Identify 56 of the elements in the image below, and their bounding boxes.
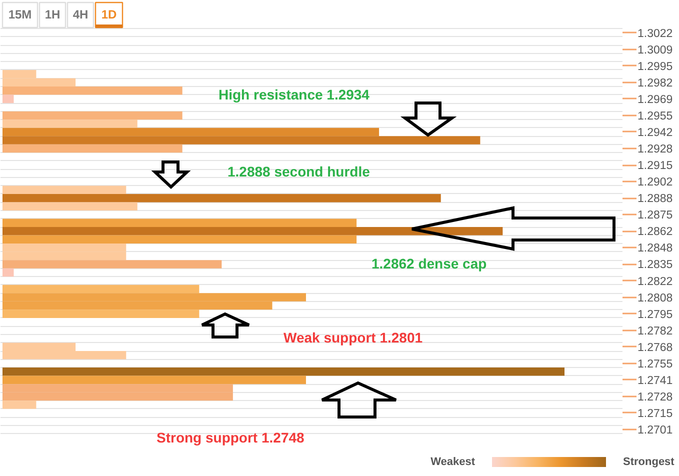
text: 15M xyxy=(8,8,32,22)
text: Strongest xyxy=(623,456,674,469)
bar xyxy=(2,310,200,318)
bar xyxy=(2,218,357,228)
annotation: Weak support 1.2801 xyxy=(284,330,423,346)
text: Weakest xyxy=(430,456,475,469)
bar xyxy=(2,128,380,136)
y-tick-label: 1.2782 xyxy=(638,325,673,338)
bar xyxy=(2,194,441,202)
y-tick-label: 1.2741 xyxy=(638,374,673,387)
annotation: Strong support 1.2748 xyxy=(156,430,305,446)
y-tick-label: 1.2728 xyxy=(638,391,673,404)
y-tick-label: 1.2755 xyxy=(638,358,673,370)
y-tick-label: 1.2701 xyxy=(638,424,673,437)
y-tick-label: 1.3009 xyxy=(638,44,673,56)
bar xyxy=(2,136,480,144)
bar xyxy=(2,86,182,95)
y-tick-label: 1.2915 xyxy=(638,160,673,172)
bar xyxy=(2,202,138,210)
y-tick-label: 1.2715 xyxy=(638,408,673,420)
bar xyxy=(2,400,36,409)
y-tick-label: 1.2862 xyxy=(638,226,673,238)
text: 4H xyxy=(72,8,88,22)
bar xyxy=(2,94,14,104)
bar xyxy=(2,227,503,236)
y-tick-label: 1.2942 xyxy=(638,126,673,139)
y-tick-label: 1.2969 xyxy=(638,94,673,106)
bar xyxy=(2,260,222,268)
y-tick-label: 1.2835 xyxy=(638,259,673,272)
annotation: 1.2888 second hurdle xyxy=(228,164,370,180)
bar xyxy=(2,235,357,244)
y-tick-label: 1.2902 xyxy=(638,176,673,189)
annotation: 1.2862 dense cap xyxy=(372,256,487,272)
y-tick-label: 1.2928 xyxy=(638,144,673,156)
bar xyxy=(2,284,200,294)
y-tick-label: 1.3022 xyxy=(638,28,673,40)
y-tick-label: 1.2768 xyxy=(638,342,673,354)
y-tick-label: 1.2822 xyxy=(638,276,673,288)
y-tick-label: 1.2795 xyxy=(638,308,673,321)
bar xyxy=(2,120,138,128)
bar xyxy=(2,186,126,194)
y-tick-label: 1.2982 xyxy=(638,77,673,90)
bar xyxy=(2,368,564,376)
y-tick-label: 1.2848 xyxy=(638,242,673,255)
bar xyxy=(2,268,14,277)
text: 1D xyxy=(101,8,118,22)
bar xyxy=(2,144,182,153)
bar xyxy=(2,376,306,384)
y-tick-label: 1.2875 xyxy=(638,210,673,222)
text: 1H xyxy=(44,8,60,22)
y-tick-label: 1.2995 xyxy=(638,60,673,73)
annotation: High resistance 1.2934 xyxy=(218,86,370,102)
bar xyxy=(2,111,182,120)
y-tick-label: 1.2955 xyxy=(638,110,673,122)
y-tick-label: 1.2888 xyxy=(638,193,673,206)
y-tick-label: 1.2808 xyxy=(638,292,673,304)
